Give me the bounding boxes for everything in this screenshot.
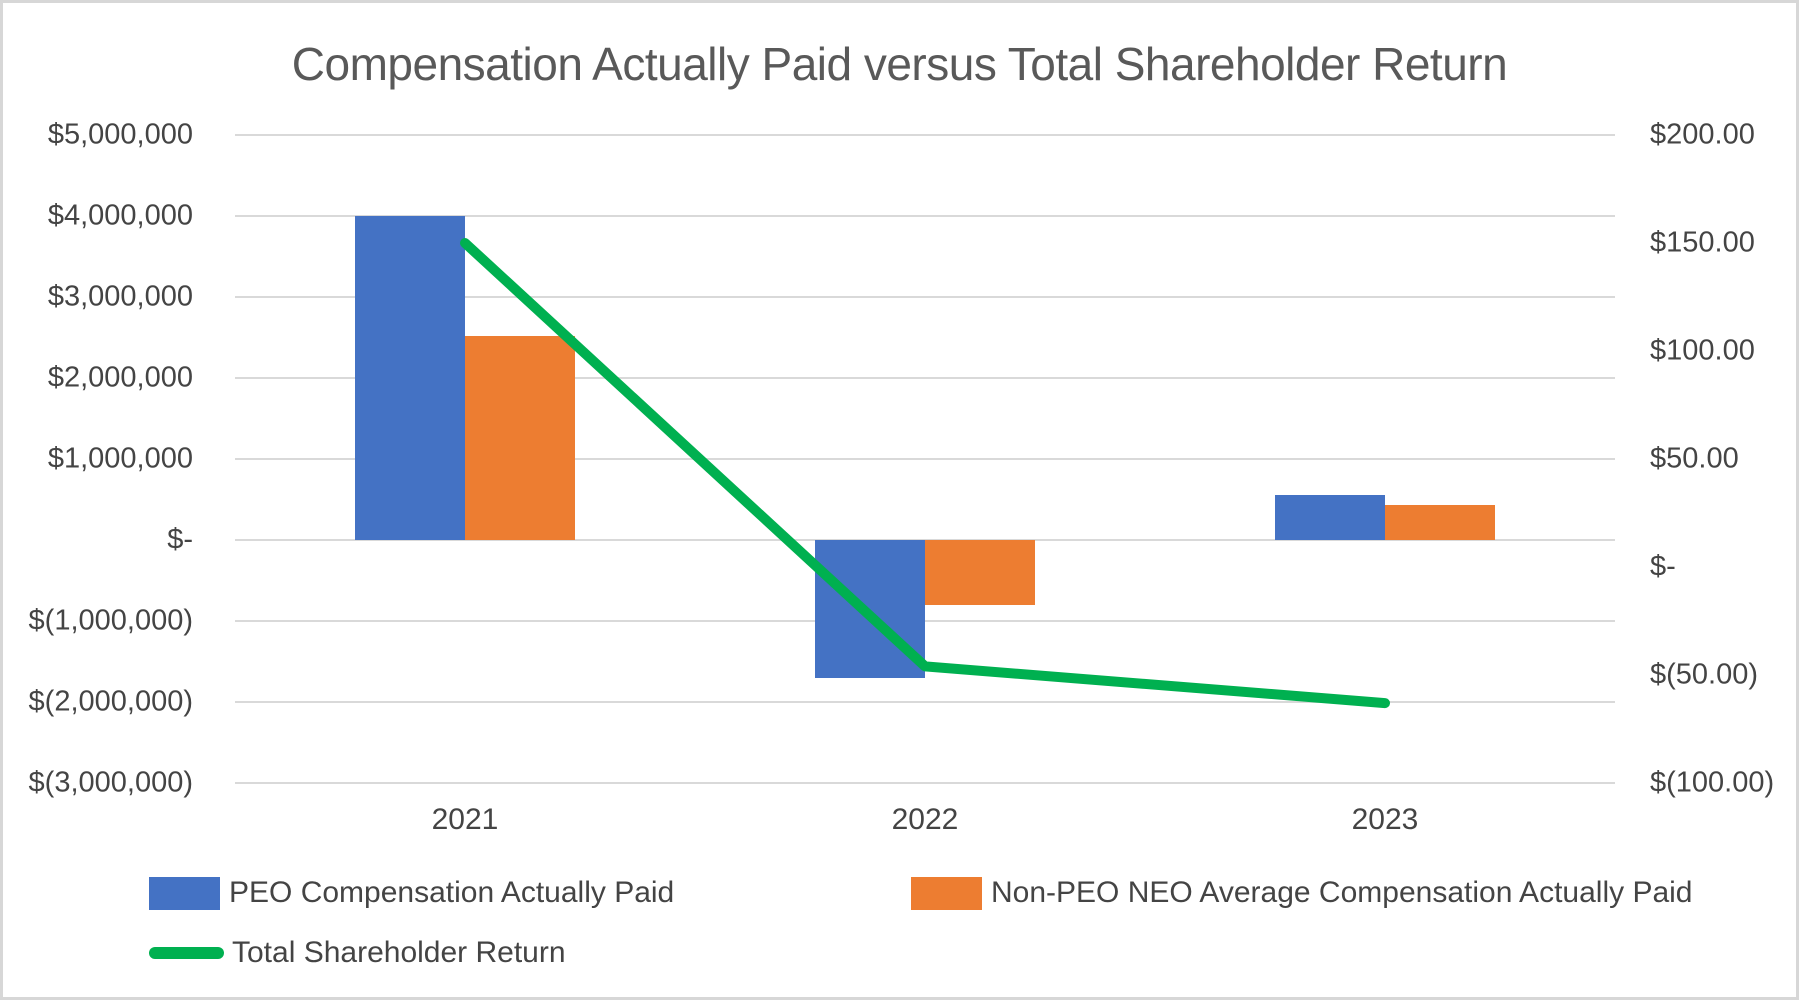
legend-swatch-tsr-line — [149, 947, 224, 959]
peo-cap-bar-2023 — [1275, 495, 1385, 540]
total-shareholder-return-line — [460, 238, 1390, 709]
left-axis-tick: $(1,000,000) — [28, 604, 193, 637]
right-axis-tick: $(50.00) — [1650, 658, 1759, 691]
gridline — [235, 215, 1615, 217]
right-axis-tick: $100.00 — [1650, 334, 1755, 367]
legend-label-tsr: Total Shareholder Return — [232, 936, 566, 969]
plot-area — [235, 134, 1615, 784]
left-value-axis: $5,000,000 $4,000,000 $3,000,000 $2,000,000… — [3, 119, 193, 799]
non-peo-neo-cap-bar-2021 — [465, 335, 575, 540]
left-axis-tick: $3,000,000 — [47, 280, 193, 313]
legend: PEO Compensation Actually Paid Non-PEO N… — [149, 875, 1709, 995]
legend-swatch-peo-bar — [149, 876, 220, 910]
left-axis-tick: $5,000,000 — [47, 118, 193, 151]
left-axis-tick: $2,000,000 — [47, 361, 193, 394]
gridline — [235, 296, 1615, 298]
category-axis: 2021 2022 2023 — [235, 803, 1615, 841]
category-label-2023: 2023 — [1351, 803, 1419, 836]
right-axis-tick: $200.00 — [1650, 118, 1755, 151]
legend-label-peo: PEO Compensation Actually Paid — [229, 876, 675, 909]
left-axis-tick: $1,000,000 — [47, 442, 193, 475]
gridline — [235, 701, 1615, 703]
gridline — [235, 620, 1615, 622]
right-axis-tick: $150.00 — [1650, 226, 1755, 259]
right-value-axis: $200.00 $150.00 $100.00 $50.00 $- $(50.00) $(1… — [1650, 119, 1796, 799]
legend-item-peo: PEO Compensation Actually Paid — [149, 875, 674, 911]
legend-swatch-non-peo-bar — [911, 876, 982, 910]
legend-item-tsr: Total Shareholder Return — [149, 935, 566, 971]
category-label-2021: 2021 — [431, 803, 499, 836]
category-label-2022: 2022 — [891, 803, 959, 836]
left-axis-tick: $4,000,000 — [47, 199, 193, 232]
left-axis-tick: $(3,000,000) — [28, 766, 193, 799]
tsr-line-layer — [460, 238, 1390, 709]
gridline — [235, 458, 1615, 460]
legend-label-non-peo: Non-PEO NEO Average Compensation Actuall… — [991, 876, 1693, 909]
right-axis-tick: $(100.00) — [1650, 766, 1775, 799]
legend-item-non-peo-neo: Non-PEO NEO Average Compensation Actuall… — [911, 875, 1692, 911]
gridline — [235, 782, 1615, 784]
right-axis-tick: $50.00 — [1650, 442, 1739, 475]
right-axis-tick: $- — [1650, 550, 1676, 583]
non-peo-neo-cap-bar-2022 — [925, 540, 1035, 605]
peo-cap-bar-2021 — [355, 216, 465, 540]
left-axis-tick: $(2,000,000) — [28, 685, 193, 718]
non-peo-neo-cap-bar-2023 — [1385, 505, 1495, 540]
gridline — [235, 377, 1615, 379]
gridline — [235, 134, 1615, 136]
chart-title: Compensation Actually Paid versus Total … — [291, 38, 1508, 90]
left-axis-tick: $- — [167, 523, 193, 556]
